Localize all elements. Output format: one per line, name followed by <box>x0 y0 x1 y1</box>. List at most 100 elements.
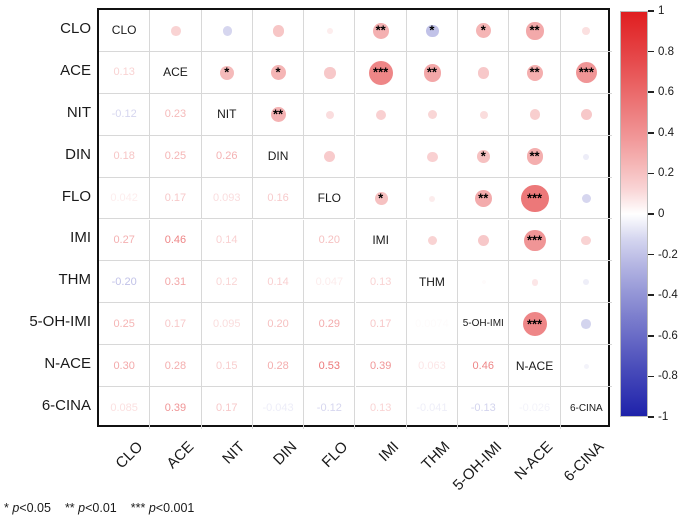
colorbar-tick-label: 0.8 <box>658 45 674 58</box>
grid-cell: 0.46 <box>458 345 510 388</box>
grid-cell: 0.27 <box>99 219 151 262</box>
grid-cell: 0.39 <box>355 345 407 388</box>
correlation-circle <box>272 24 285 37</box>
grid-cell: THM <box>406 261 459 304</box>
correlation-value: 0.17 <box>164 192 187 205</box>
correlation-value: 0.28 <box>164 359 187 372</box>
correlation-circle <box>580 109 593 121</box>
significance-stars: *** <box>578 64 594 80</box>
y-axis-label: NIT <box>66 103 91 121</box>
significance-stars: * <box>480 148 486 164</box>
correlation-value: 0.53 <box>318 359 341 372</box>
colorbar-tick-label: -0.4 <box>658 289 678 302</box>
grid-cell <box>560 345 612 388</box>
grid-cell <box>560 10 612 52</box>
correlation-circle <box>478 67 490 79</box>
significance-stars: *** <box>526 190 543 206</box>
grid-cell <box>406 135 459 178</box>
grid-cell: ** <box>406 51 459 94</box>
y-axis-label: FLO <box>61 187 91 205</box>
colorbar-tick-mark <box>648 253 654 256</box>
correlation-value: 0.14 <box>216 233 238 246</box>
correlation-circle <box>220 65 235 80</box>
grid-cell: -0.12 <box>304 387 356 429</box>
correlation-value: 0.25 <box>113 317 135 330</box>
grid-cell: ** <box>509 51 561 94</box>
diagonal-variable-label: ACE <box>163 65 188 80</box>
grid-cell: DIN <box>252 135 305 178</box>
grid-cell: IMI <box>355 219 407 262</box>
grid-cell: N-ACE <box>509 345 561 388</box>
correlation-value: -0.026 <box>518 402 551 415</box>
legend-p-symbol: p <box>78 501 86 515</box>
colorbar-tick-mark <box>648 375 654 378</box>
grid-cell: 0.093 <box>201 177 253 220</box>
grid-cell <box>304 10 356 52</box>
grid-cell: 0.46 <box>150 219 202 262</box>
grid-cell: FLO <box>304 177 356 220</box>
legend-threshold: <0.05 <box>19 501 51 515</box>
correlation-circle <box>581 319 592 330</box>
significance-stars: * <box>275 64 281 80</box>
significance-stars: * <box>429 22 435 38</box>
grid-cell: * <box>201 51 253 94</box>
grid-cell: 0.39 <box>150 387 202 429</box>
correlation-circle <box>476 23 492 39</box>
diagonal-variable-label: THM <box>418 274 445 289</box>
grid-cell: 0.13 <box>99 51 151 94</box>
grid-cell: -0.13 <box>458 387 510 429</box>
correlation-value: 0.17 <box>164 317 187 330</box>
correlation-circle <box>271 65 287 81</box>
diagonal-variable-label: FLO <box>317 191 341 206</box>
grid-cell <box>304 135 356 178</box>
grid-cell <box>458 51 510 94</box>
diagonal-variable-label: NIT <box>217 107 237 122</box>
correlation-value: -0.12 <box>316 402 342 415</box>
y-axis-label: 6-CINA <box>41 397 91 415</box>
grid-cell: 0.17 <box>202 387 253 429</box>
grid-cell: * <box>458 135 510 178</box>
grid-cell: 0.12 <box>201 261 253 304</box>
grid-cell: 0.31 <box>150 261 202 304</box>
correlation-value: -0.20 <box>111 275 137 288</box>
grid-cell <box>458 261 510 304</box>
correlation-circle <box>324 67 336 79</box>
correlation-value: 0.16 <box>267 192 289 205</box>
grid-cell: 6-CINA <box>561 387 612 429</box>
correlation-value: 0.093 <box>212 192 241 205</box>
colorbar-tick-label: -0.6 <box>658 329 678 342</box>
grid-cell: 0.53 <box>304 345 356 388</box>
grid-cell <box>458 93 510 136</box>
correlation-value: 0.13 <box>369 402 392 415</box>
grid-cell <box>560 178 612 220</box>
correlation-value: 0.23 <box>164 108 187 121</box>
y-axis-label: 5-OH-IMI <box>29 313 91 331</box>
significance-legend-item: *** p<0.001 <box>131 501 195 515</box>
grid-cell <box>355 135 407 178</box>
correlation-value: 0.39 <box>369 359 392 372</box>
significance-stars: ** <box>375 22 386 38</box>
grid-cell: CLO <box>99 10 151 52</box>
significance-stars: * <box>378 190 384 206</box>
grid-cell <box>509 93 561 136</box>
significance-stars: *** <box>373 64 389 80</box>
plot-area: CLO ** * * ** 0.13 ACE * * *** ** ** *** -0.12 0.23 NIT… <box>97 8 612 429</box>
grid-cell: ** <box>509 10 561 52</box>
correlation-circle <box>427 110 438 120</box>
correlation-value: 0.31 <box>164 275 187 288</box>
legend-p-symbol: p <box>12 501 20 515</box>
grid-cell: ** <box>509 135 561 178</box>
correlation-circle <box>526 148 544 165</box>
correlation-value: 0.27 <box>113 233 135 246</box>
grid-cell: -0.20 <box>99 261 151 304</box>
correlation-value: 0.15 <box>216 359 238 372</box>
correlation-value: 0.18 <box>113 150 135 163</box>
grid-cell: *** <box>355 51 407 94</box>
significance-stars: ** <box>529 64 540 80</box>
correlation-circle <box>531 278 539 286</box>
grid-cell <box>406 219 459 262</box>
legend-stars: * <box>4 501 13 515</box>
grid-cell: 0.25 <box>150 135 202 178</box>
legend-threshold: <0.001 <box>155 501 195 515</box>
